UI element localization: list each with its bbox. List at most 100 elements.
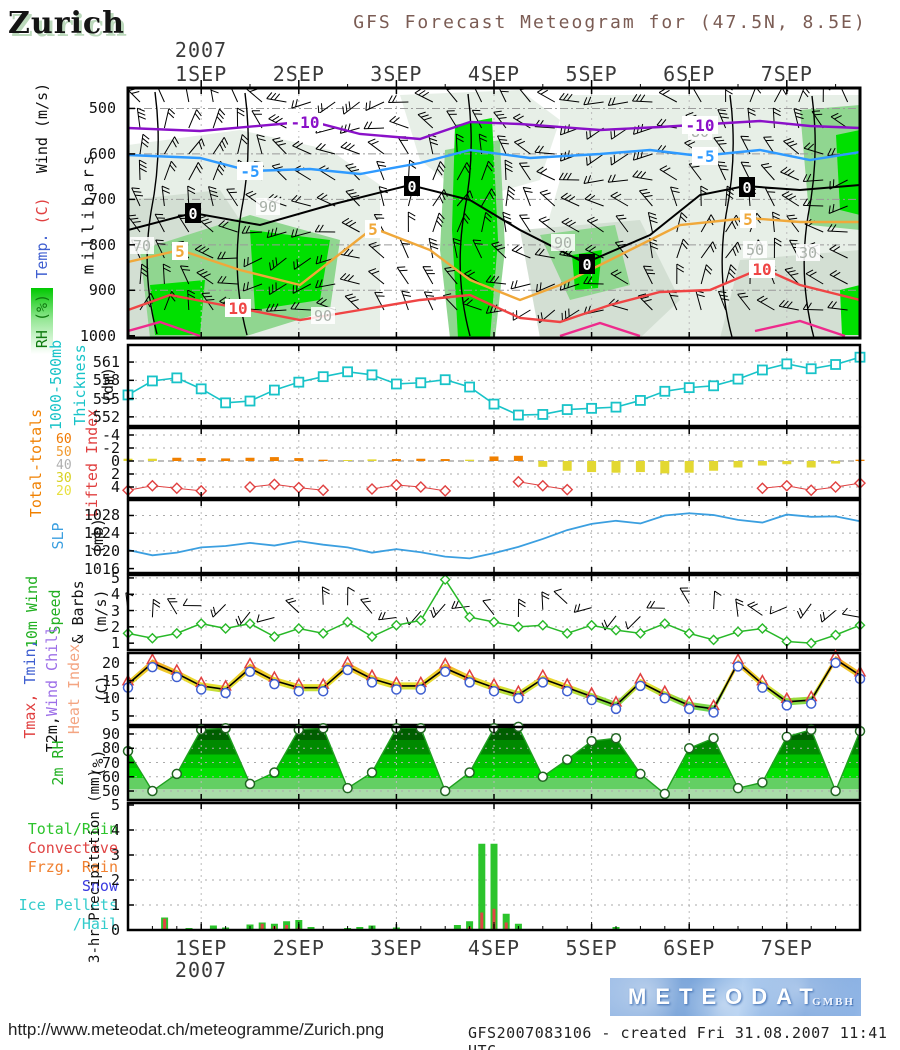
- wind-tick-label: 5: [110, 568, 120, 587]
- total-totals-scale-value: 30: [56, 471, 72, 486]
- meteodat-logo-text: METEODAT: [628, 984, 822, 1009]
- location-title: Zurich: [8, 6, 125, 41]
- pressure-tick-label: 700: [88, 190, 116, 209]
- svg-text:-5: -5: [695, 147, 714, 166]
- precip-legend-item: Total/Rain: [27, 820, 118, 838]
- pressure-tick-label: 900: [88, 281, 116, 300]
- svg-text:10: 10: [752, 260, 771, 279]
- temp-tick-label: 10: [101, 689, 120, 708]
- thickness-tick-label: 552: [92, 407, 120, 426]
- svg-text:70: 70: [133, 237, 151, 255]
- pressure-tick-label: 600: [88, 144, 116, 163]
- page-title: GFS Forecast Meteogram for (47.5N, 8.5E): [353, 12, 867, 33]
- svg-text:-10: -10: [686, 116, 715, 135]
- precip-tick-label: 3: [110, 846, 120, 864]
- temp-tick-label: 15: [101, 671, 120, 690]
- stability-tick-label: 0: [110, 452, 120, 470]
- svg-text:-10: -10: [291, 113, 320, 132]
- precip-tick-label: 1: [110, 896, 120, 914]
- slp-tick-label: 1024: [83, 524, 120, 543]
- wind-tick-label: 1: [110, 634, 120, 653]
- thickness-tick-label: 558: [92, 371, 120, 390]
- wind-tick-label: 3: [110, 601, 120, 620]
- meteodat-logo: METEODAT GMBH: [610, 978, 861, 1016]
- svg-text:90: 90: [314, 307, 332, 325]
- precip-legend-item: Snow: [81, 877, 118, 895]
- axis-label-total-totals: Total-totals: [27, 408, 45, 518]
- date-label-bottom: 7SEP: [760, 936, 813, 960]
- svg-text:0: 0: [582, 256, 591, 274]
- svg-text:10: 10: [228, 299, 247, 318]
- slp-tick-label: 1016: [83, 559, 120, 578]
- date-label-top: 5SEP: [565, 62, 618, 86]
- axis-label-wind: Wind (m/s): [33, 82, 51, 174]
- svg-text:90: 90: [259, 198, 277, 216]
- year-label-bottom: 2007: [174, 958, 228, 982]
- source-url: http://www.meteodat.ch/meteogramme/Zuric…: [8, 1020, 385, 1039]
- date-label-top: 6SEP: [663, 62, 716, 86]
- stability-tick-label: 2: [110, 465, 120, 483]
- date-label-top: 3SEP: [370, 62, 423, 86]
- svg-text:0: 0: [742, 179, 751, 197]
- date-label-bottom: 4SEP: [467, 936, 521, 960]
- stability-tick-label: 4: [110, 478, 120, 496]
- axis-label-t2m-windchill: T2m,Wind Chill: [43, 625, 61, 753]
- axis-label-temp: Temp. (C): [33, 197, 51, 279]
- svg-text:-5: -5: [240, 162, 259, 181]
- slp-tick-label: 1020: [83, 541, 120, 560]
- date-label-bottom: 1SEP: [175, 936, 228, 960]
- svg-text:0: 0: [407, 178, 416, 196]
- run-info: GFS2007083106 - created Fri 31.08.2007 1…: [468, 1024, 888, 1050]
- axis-label-tmax-tmin: Tmax, Tmin,: [21, 639, 39, 739]
- total-totals-scale-value: 50: [56, 445, 72, 460]
- meteodat-logo-sub: GMBH: [812, 996, 855, 1008]
- axis-label-millibars: millibars: [78, 151, 98, 275]
- axis-label-thickness-1: 1000-500mb: [47, 339, 65, 431]
- svg-text:0: 0: [188, 205, 197, 223]
- year-label-top: 2007: [174, 38, 228, 62]
- svg-text:30: 30: [799, 244, 817, 262]
- date-label-bottom: 5SEP: [565, 936, 618, 960]
- precip-legend-item: Ice Pellets: [18, 896, 118, 914]
- svg-text:5: 5: [175, 242, 185, 261]
- date-label-top: 4SEP: [467, 62, 521, 86]
- date-label-top: 7SEP: [760, 62, 813, 86]
- wind-tick-label: 2: [110, 617, 120, 636]
- date-label-bottom: 6SEP: [663, 936, 716, 960]
- date-label-bottom: 3SEP: [370, 936, 423, 960]
- temp-tick-label: 20: [101, 653, 120, 672]
- total-totals-scale-value: 60: [56, 432, 72, 447]
- pressure-tick-label: 800: [88, 235, 116, 254]
- wind-tick-label: 4: [110, 585, 120, 604]
- thickness-tick-label: 561: [92, 353, 120, 372]
- temp-tick-label: 5: [110, 706, 120, 725]
- pressure-tick-label: 1000: [79, 326, 116, 345]
- rh-tick-label: 60: [101, 767, 120, 786]
- pressure-tick-label: 500: [88, 99, 116, 118]
- date-label-top: 2SEP: [272, 62, 325, 86]
- rh-tick-label: 70: [101, 753, 120, 772]
- svg-text:90: 90: [554, 234, 572, 252]
- precip-tick-label: 2: [110, 871, 120, 889]
- precip-legend-item: Frzg. Rain: [27, 858, 118, 876]
- stability-tick-label: -2: [101, 439, 120, 457]
- stability-tick-label: -4: [101, 426, 120, 444]
- precip-tick-label: 4: [110, 821, 120, 839]
- svg-text:5: 5: [743, 210, 753, 229]
- axis-label-10m-wind: 10m Wind: [23, 575, 41, 649]
- svg-text:5: 5: [368, 220, 378, 239]
- thickness-tick-label: 555: [92, 389, 120, 408]
- rh-tick-label: 90: [101, 724, 120, 743]
- slp-tick-label: 1028: [83, 506, 120, 525]
- precip-tick-label: 0: [110, 921, 120, 939]
- precip-legend-item: /Hail: [72, 915, 118, 933]
- date-label-bottom: 2SEP: [272, 936, 325, 960]
- svg-text:50: 50: [746, 241, 764, 259]
- total-totals-scale-value: 20: [56, 484, 72, 499]
- precip-legend-item: Convective: [27, 839, 118, 857]
- total-totals-scale-value: 40: [56, 458, 72, 473]
- rh-legend-gradient-chip: [31, 288, 53, 354]
- rh-tick-label: 50: [101, 782, 120, 801]
